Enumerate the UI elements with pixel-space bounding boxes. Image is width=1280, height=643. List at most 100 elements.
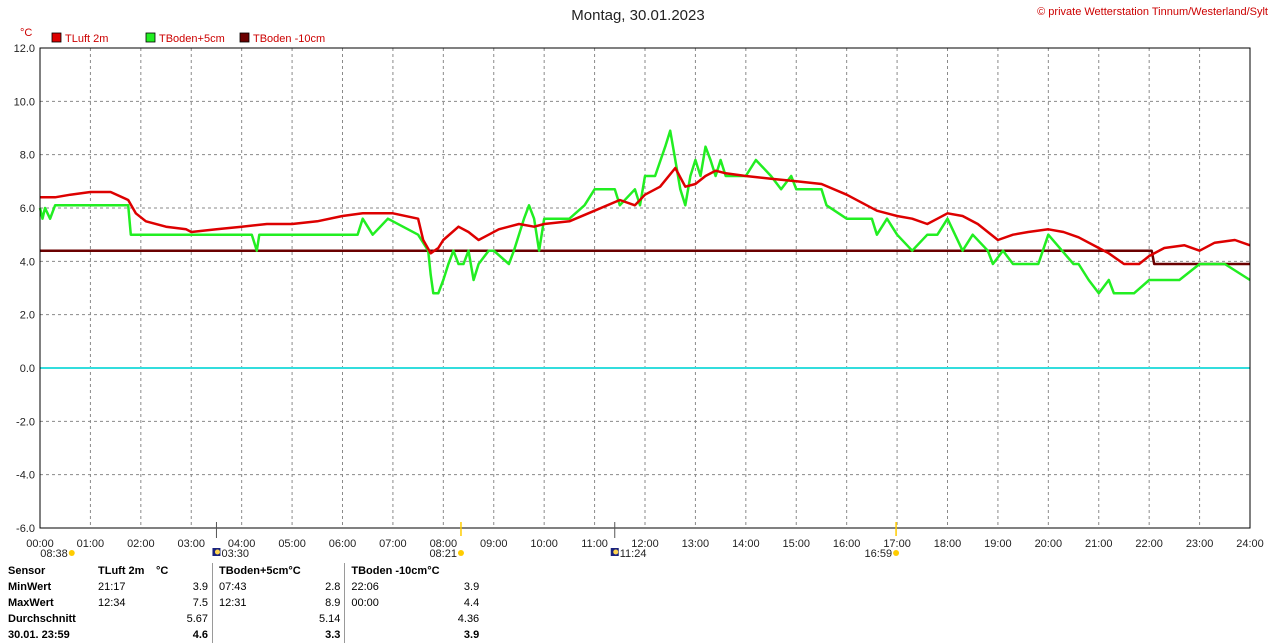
moon-icon-glyph	[214, 549, 220, 555]
stats-row-label: 30.01. 23:59	[8, 629, 70, 641]
y-tick-label: -4.0	[16, 470, 35, 482]
stats-header-tluft: TLuft 2m	[98, 565, 145, 577]
stats-time-cell	[344, 627, 428, 643]
stats-header-tboden10: TBoden -10cm	[344, 563, 428, 579]
stats-header-unit: °C	[288, 565, 301, 577]
x-tick-label: 00:00	[26, 538, 54, 550]
legend-label: TBoden -10cm	[253, 33, 325, 45]
x-tick-label: 03:00	[177, 538, 205, 550]
stats-time-cell: 07:43	[212, 579, 289, 595]
stats-value-cell: 5.14	[318, 613, 341, 625]
x-tick-label: 21:00	[1085, 538, 1113, 550]
stats-value-cell: 4.36	[457, 613, 480, 625]
plot-frame	[39, 47, 1251, 529]
x-tick-label: 23:00	[1186, 538, 1214, 550]
sun-icon	[893, 550, 900, 556]
x-tick-label: 22:00	[1135, 538, 1163, 550]
stats-value-cell: 4.6	[192, 629, 208, 641]
y-tick-label: -6.0	[16, 523, 35, 535]
x-tick-label: 05:00	[278, 538, 306, 550]
stats-value-cell: 4.4	[463, 597, 480, 609]
event-time-label: 08:38	[40, 548, 68, 560]
stats-value-cell: 8.9	[325, 597, 341, 609]
copyright-note: © private Wetterstation Tinnum/Westerlan…	[1037, 6, 1268, 18]
stats-row: MaxWert 12:34 7.5 12:31 8.9 00:00 4.4	[0, 595, 483, 611]
stats-value-cell: 7.5	[192, 597, 208, 609]
stats-value-cell: 3.3	[325, 629, 341, 641]
stats-value-cell: 3.9	[463, 629, 480, 641]
legend-swatch	[51, 32, 62, 43]
x-tick-label: 16:00	[833, 538, 861, 550]
x-tick-label: 07:00	[379, 538, 407, 550]
stats-time-cell: 12:31	[212, 595, 289, 611]
stats-time-cell	[212, 627, 289, 643]
y-unit-label: °C	[20, 27, 32, 39]
chart-title: Montag, 30.01.2023	[571, 7, 704, 24]
sun-icon	[457, 550, 464, 556]
event-markers: 08:38 03:30 08:21 11:24 16:59	[40, 522, 900, 560]
legend-label: TBoden+5cm	[159, 33, 225, 45]
stats-header-tboden5: TBoden+5cm	[212, 563, 289, 579]
x-tick-label: 06:00	[329, 538, 357, 550]
stats-header-unit: °C	[156, 565, 169, 577]
series-line-tboden-5cm	[38, 129, 1251, 295]
stats-header-sensor: Sensor	[8, 565, 46, 577]
y-tick-label: 2.0	[20, 310, 35, 322]
series-layer	[38, 129, 1251, 369]
stats-time-cell	[212, 611, 289, 627]
stats-row-label: MaxWert	[8, 597, 54, 609]
x-tick-label: 15:00	[782, 538, 810, 550]
stats-table: Sensor TLuft 2m °C TBoden+5cm °C TBoden …	[0, 563, 483, 643]
x-tick-label: 20:00	[1035, 538, 1063, 550]
x-tick-label: 11:00	[581, 538, 608, 550]
stats-header-row: Sensor TLuft 2m °C TBoden+5cm °C TBoden …	[0, 563, 483, 579]
x-tick-label: 13:00	[682, 538, 710, 550]
x-tick-label: 19:00	[984, 538, 1012, 550]
moon-icon-glyph	[613, 549, 619, 555]
sun-icon	[68, 550, 75, 556]
x-axis: 00:00 01:00 02:00 03:00 04:00 05:00 06:00 07:00…	[26, 538, 1264, 550]
x-tick-label: 24:00	[1236, 538, 1264, 550]
x-tick-label: 08:00	[430, 538, 458, 550]
stats-row: Durchschnitt 5.67 5.14 4.36	[0, 611, 483, 627]
x-tick-label: 09:00	[480, 538, 508, 550]
y-tick-label: 0.0	[20, 363, 35, 375]
legend: TLuft 2m TBoden+5cm TBoden -10cm	[51, 32, 325, 45]
x-tick-label: 17:00	[883, 538, 911, 550]
y-tick-label: -2.0	[16, 416, 35, 428]
y-tick-label: 6.0	[20, 203, 35, 215]
x-tick-label: 18:00	[934, 538, 962, 550]
stats-value-cell: 3.9	[192, 581, 208, 593]
stats-time-cell	[344, 611, 428, 627]
x-tick-label: 14:00	[732, 538, 760, 550]
event-time-label: 11:24	[620, 548, 647, 560]
stats-value-cell: 2.8	[325, 581, 341, 593]
legend-swatch	[145, 32, 156, 43]
x-tick-label: 10:00	[530, 538, 558, 550]
event-time-label: 16:59	[865, 548, 893, 560]
series-line-tluft-2m	[40, 166, 1251, 266]
event-time-label: 08:21	[429, 548, 457, 560]
y-axis: 12.0 10.0 8.0 6.0 4.0 2.0 0.0 -2.0 -4.0 -6.0	[14, 43, 35, 535]
stats-row: 30.01. 23:59 4.6 3.3 3.9	[0, 627, 483, 643]
stats-time-cell: 21:17	[98, 581, 126, 593]
stats-time-cell: 12:34	[98, 597, 126, 609]
stats-time-cell: 22:06	[344, 579, 428, 595]
x-tick-label: 12:00	[631, 538, 659, 550]
y-tick-label: 10.0	[14, 96, 35, 108]
y-tick-label: 12.0	[14, 43, 35, 55]
legend-swatch	[239, 32, 250, 43]
stats-row: MinWert 21:17 3.9 07:43 2.8 22:06 3.9	[0, 579, 483, 595]
grid	[40, 48, 1250, 528]
stats-time-cell	[92, 611, 156, 627]
x-tick-label: 04:00	[228, 538, 256, 550]
y-tick-label: 8.0	[20, 150, 35, 162]
legend-label: TLuft 2m	[65, 33, 108, 45]
event-time-label: 03:30	[221, 548, 249, 560]
x-tick-label: 01:00	[77, 538, 105, 550]
y-tick-label: 4.0	[20, 256, 35, 268]
stats-value-cell: 5.67	[186, 613, 208, 625]
stats-value-cell: 3.9	[463, 581, 480, 593]
stats-row-label: Durchschnitt	[8, 613, 76, 625]
